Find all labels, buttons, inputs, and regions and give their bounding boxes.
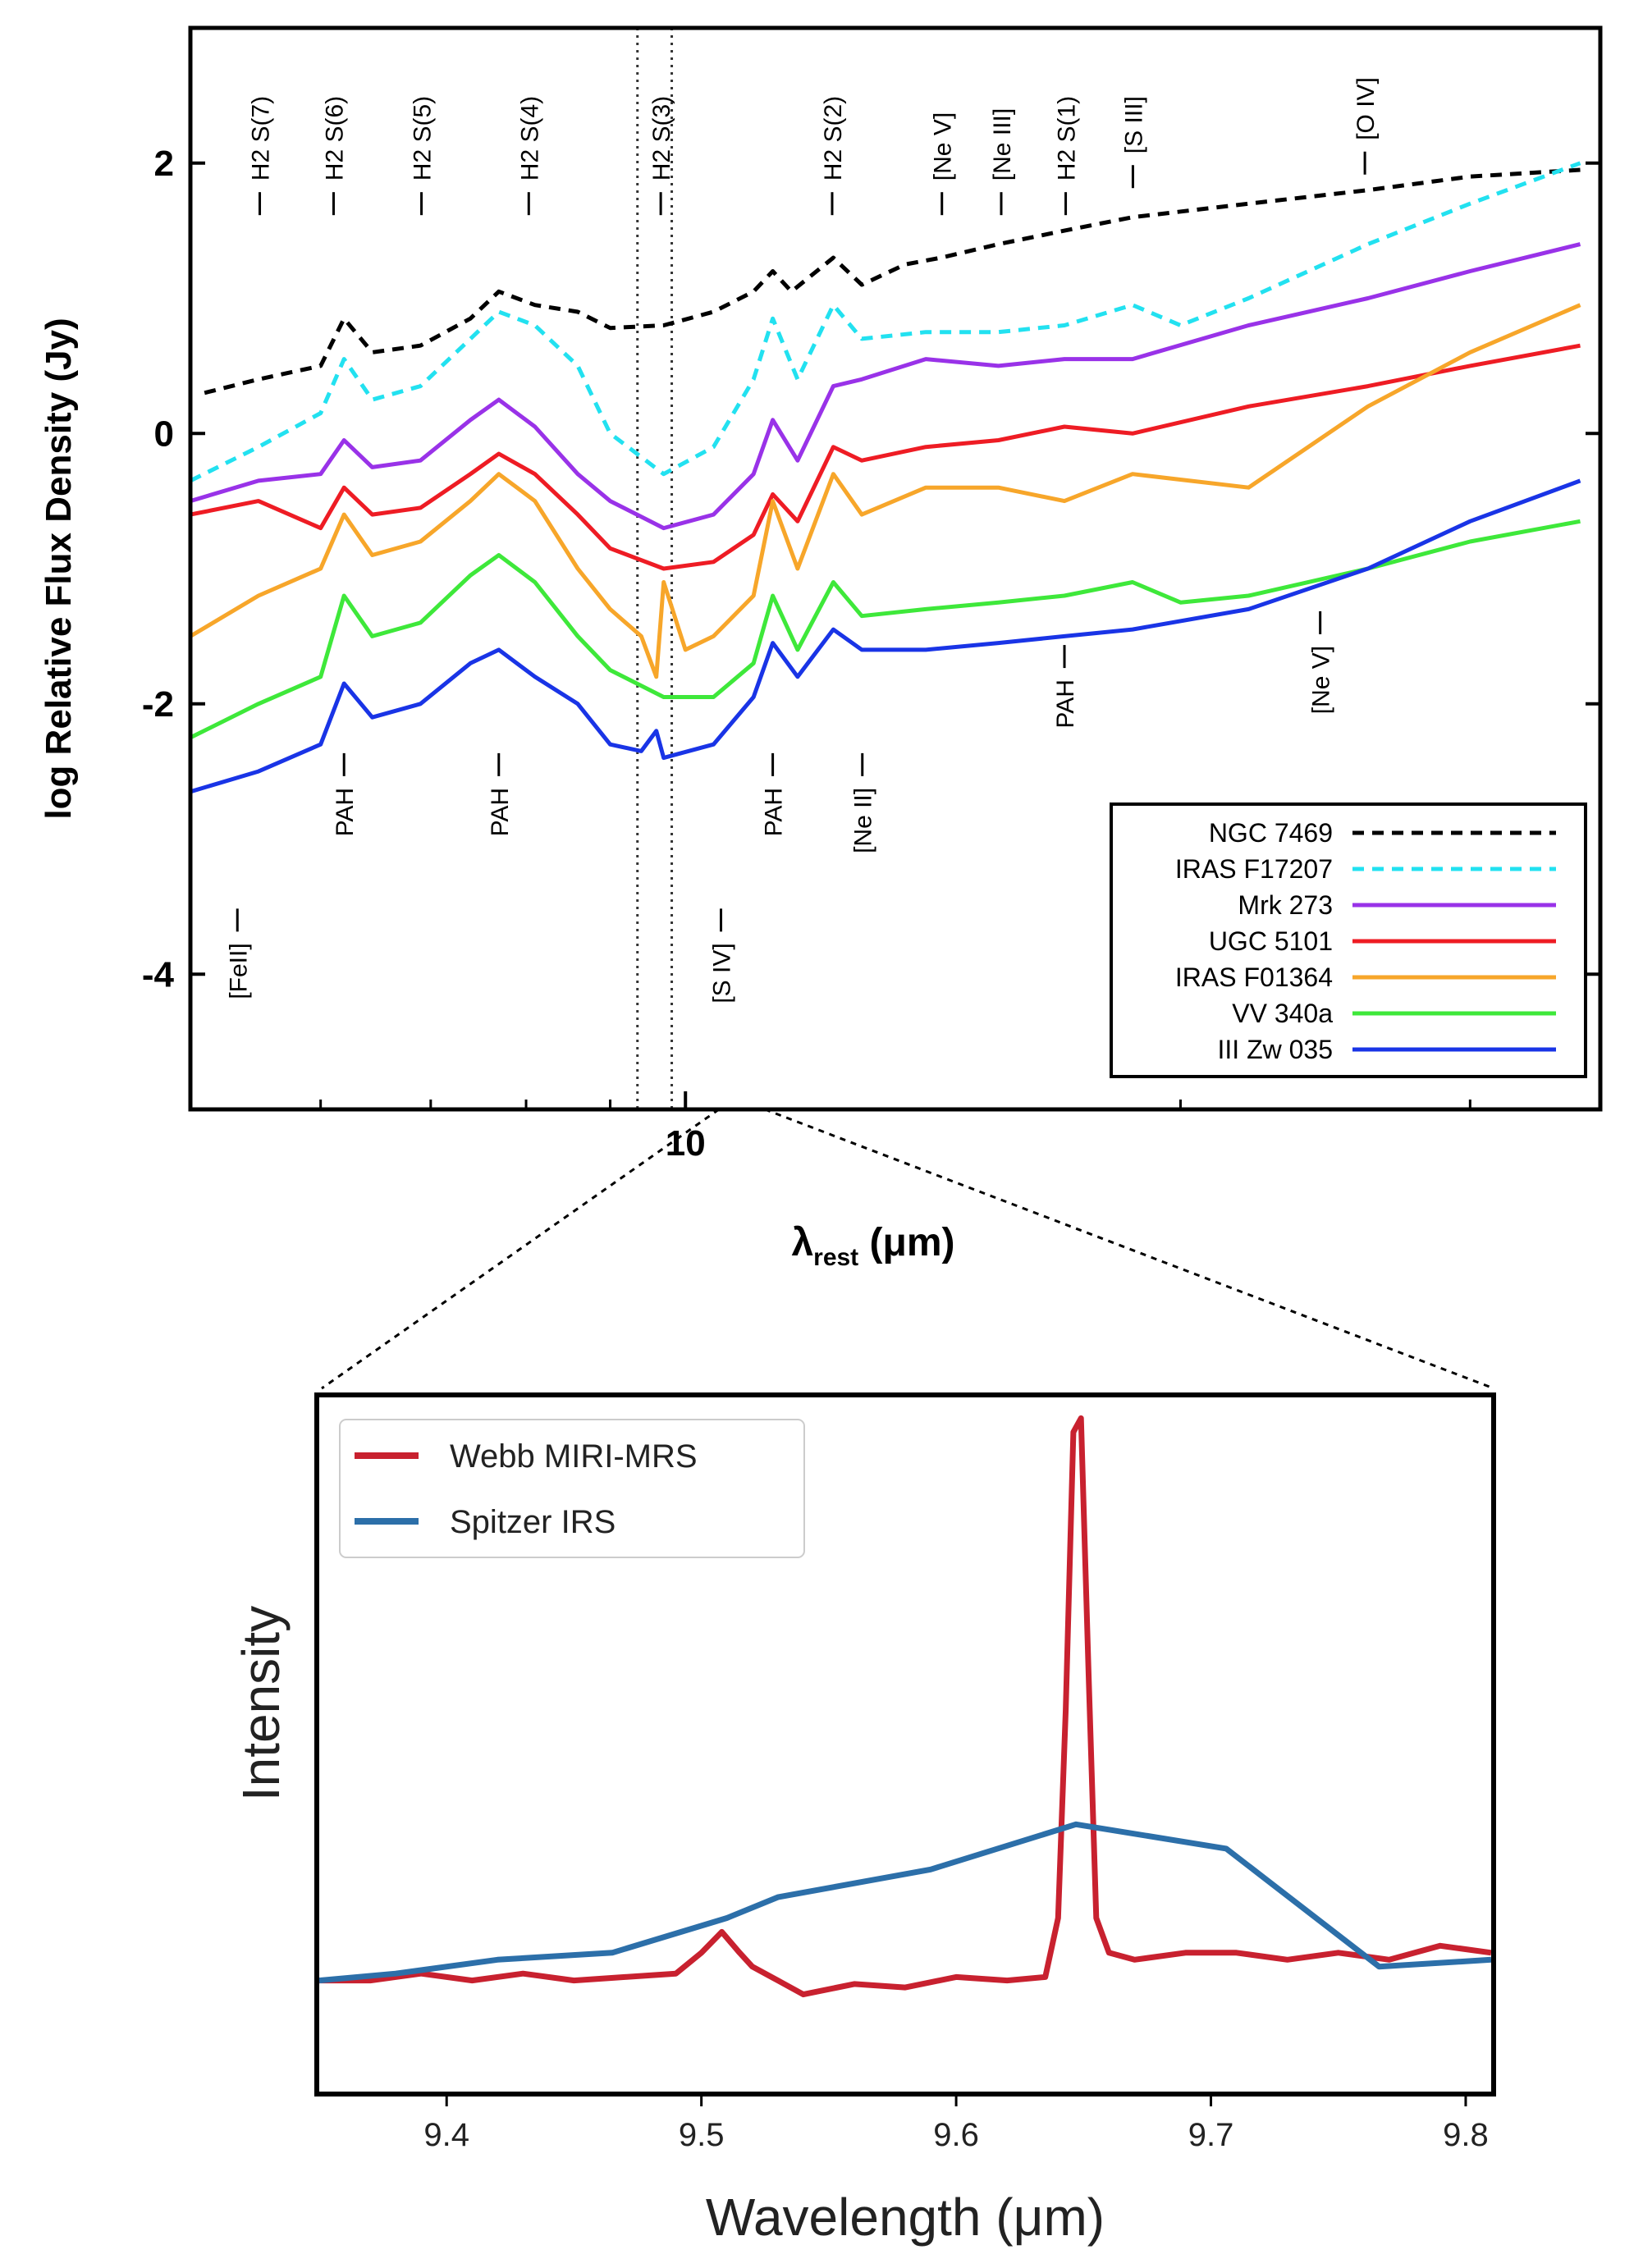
series-line-iras-f17207 [189, 161, 1581, 483]
zoom-connector-left [321, 1108, 720, 1390]
legend-label-iii-zw-035: III Zw 035 [1218, 1035, 1334, 1064]
bottom-legend-box [339, 1419, 805, 1558]
series-line-webb-miri-mrs [319, 1415, 1492, 1998]
bottom-axes: 9.4 9.5 9.6 9.7 9.8 [423, 2094, 1489, 2153]
legend-label-webb-miri-mrs: Webb MIRI-MRS [450, 1438, 698, 1475]
top-y-tick-label: -2 [142, 684, 174, 725]
line-label-pah: PAH [332, 788, 359, 836]
bottom-x-tick-label: 9.6 [933, 2117, 979, 2153]
series-line-spitzer-irs [318, 1821, 1492, 1984]
legend-label-spitzer-irs: Spitzer IRS [450, 1504, 616, 1540]
zoom-connector-right [764, 1108, 1494, 1390]
top-x-axis-label: λrest (μm) [791, 1221, 954, 1271]
x-label-subscript: rest [813, 1244, 858, 1271]
bottom-x-tick-label: 9.4 [423, 2117, 469, 2153]
line-label-pah: PAH [1052, 679, 1079, 728]
x-label-unit: (μm) [858, 1221, 954, 1264]
legend-label-vv-340a: VV 340a [1232, 999, 1333, 1028]
line-label-ne-v: [Ne V] [930, 112, 957, 181]
line-label-h2-s-5: H2 S(5) [410, 96, 437, 181]
top-legend: NGC 7469 IRAS F17207 Mrk 273 UGC 5101 IRAS F… [1110, 802, 1587, 1078]
line-label-h2-s-2: H2 S(2) [820, 96, 847, 181]
legend-label-ngc-7469: NGC 7469 [1209, 818, 1333, 848]
series-line-vv-340a [189, 519, 1581, 740]
bottom-x-tick-label: 9.5 [679, 2117, 725, 2153]
top-y-axis-label: log Relative Flux Density (Jy) [39, 318, 79, 819]
bottom-y-axis-label: Intensity [231, 1606, 291, 1801]
zoom-connectors [321, 1108, 1494, 1390]
line-label-o-iv: [O IV] [1352, 77, 1380, 140]
series-line-iras-f01364 [189, 303, 1581, 679]
bottom-plot-frame [314, 1392, 1496, 2097]
legend-label-iras-f01364: IRAS F01364 [1175, 963, 1333, 992]
line-label-ne-iii: [Ne III] [989, 108, 1016, 181]
series-line-ugc-5101 [190, 343, 1581, 571]
top-y-tick-label: -4 [142, 954, 175, 995]
line-label-ne-v: [Ne V] [1308, 646, 1335, 714]
top-y-tick-label: 2 [154, 144, 174, 184]
series-line-ngc-7469 [204, 167, 1581, 396]
bottom-x-axis-label: Wavelength (μm) [706, 2188, 1105, 2247]
series-line-mrk-273 [190, 242, 1581, 531]
line-label-h2-s-7: H2 S(7) [248, 96, 275, 181]
line-label-pah: PAH [761, 788, 788, 836]
top-y-tick-label: 0 [154, 414, 174, 454]
line-label-s-iv: [S IV] [709, 943, 736, 1003]
line-label-h2-s-4: H2 S(4) [516, 96, 543, 181]
line-label-h2-s-3: H2 S(3) [648, 96, 675, 181]
line-label-ne-ii: [Ne II] [850, 788, 877, 853]
line-label-s-iii: [S III] [1120, 96, 1147, 153]
line-label-h2-s-1: H2 S(1) [1054, 96, 1081, 181]
legend-label-iras-f17207: IRAS F17207 [1175, 854, 1333, 884]
line-label-pah: PAH [487, 788, 514, 836]
legend-label-mrk-273: Mrk 273 [1238, 890, 1333, 920]
top-series-group [189, 161, 1581, 794]
line-label-feii: [FeII] [225, 943, 252, 999]
legend-label-ugc-5101: UGC 5101 [1209, 926, 1333, 956]
top-spectrum-chart: H2 S(7) H2 S(6) H2 S(5) H2 S(4) H2 S(3) H2 S(… [39, 25, 1603, 1271]
x-label-lambda: λ [791, 1221, 813, 1264]
line-label-h2-s-6: H2 S(6) [322, 96, 349, 181]
series-line-iii-zw-035 [190, 478, 1581, 794]
bottom-x-tick-label: 9.8 [1443, 2117, 1489, 2153]
top-plot-frame [188, 25, 1603, 1112]
bottom-series-group [318, 1415, 1492, 1998]
bottom-x-tick-label: 9.7 [1188, 2117, 1234, 2153]
emission-line-labels: H2 S(7) H2 S(6) H2 S(5) H2 S(4) H2 S(3) H2 S(… [225, 77, 1380, 1004]
bottom-zoom-chart: 9.4 9.5 9.6 9.7 9.8 Intensity Wavelength (μm… [231, 1392, 1496, 2247]
bottom-legend: Webb MIRI-MRS Spitzer IRS [339, 1419, 805, 1558]
